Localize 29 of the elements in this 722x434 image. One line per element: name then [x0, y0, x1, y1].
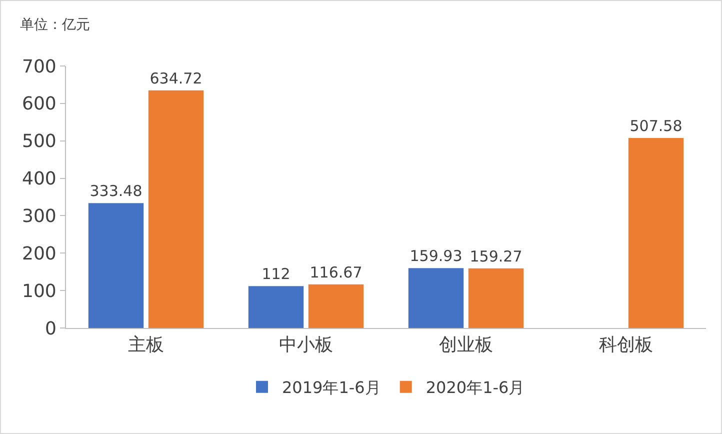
- x-tick-label: 主板: [128, 334, 164, 356]
- data-label: 159.27: [470, 247, 522, 266]
- y-tick-label: 500: [22, 131, 56, 152]
- legend-label: 2020年1-6月: [426, 378, 525, 398]
- bar: [248, 286, 304, 328]
- bar: [628, 138, 684, 328]
- x-tick-label: 中小板: [279, 334, 333, 356]
- y-tick-label: 100: [22, 280, 56, 302]
- data-label: 507.58: [630, 117, 682, 136]
- y-tick-label: 600: [22, 94, 56, 115]
- y-tick-label: 400: [22, 168, 56, 190]
- bar: [88, 203, 144, 328]
- bar: [308, 284, 364, 328]
- text: 单位：亿元: [20, 17, 90, 33]
- data-label: 333.48: [90, 182, 142, 200]
- bar: [408, 268, 464, 328]
- data-label: 112: [262, 265, 290, 284]
- x-tick-label: 科创板: [599, 334, 653, 356]
- bar: [148, 90, 204, 328]
- y-tick-label: 700: [22, 56, 56, 78]
- data-label: 159.93: [410, 247, 462, 266]
- x-tick-label: 创业板: [439, 334, 493, 356]
- y-tick-label: 200: [22, 243, 56, 264]
- bar: [468, 268, 524, 328]
- y-tick-label: 0: [44, 318, 56, 340]
- y-tick-label: 300: [22, 206, 56, 228]
- data-label: 634.72: [150, 69, 202, 88]
- legend-label: 2019年1-6月: [282, 378, 381, 398]
- data-label: 116.67: [310, 263, 362, 282]
